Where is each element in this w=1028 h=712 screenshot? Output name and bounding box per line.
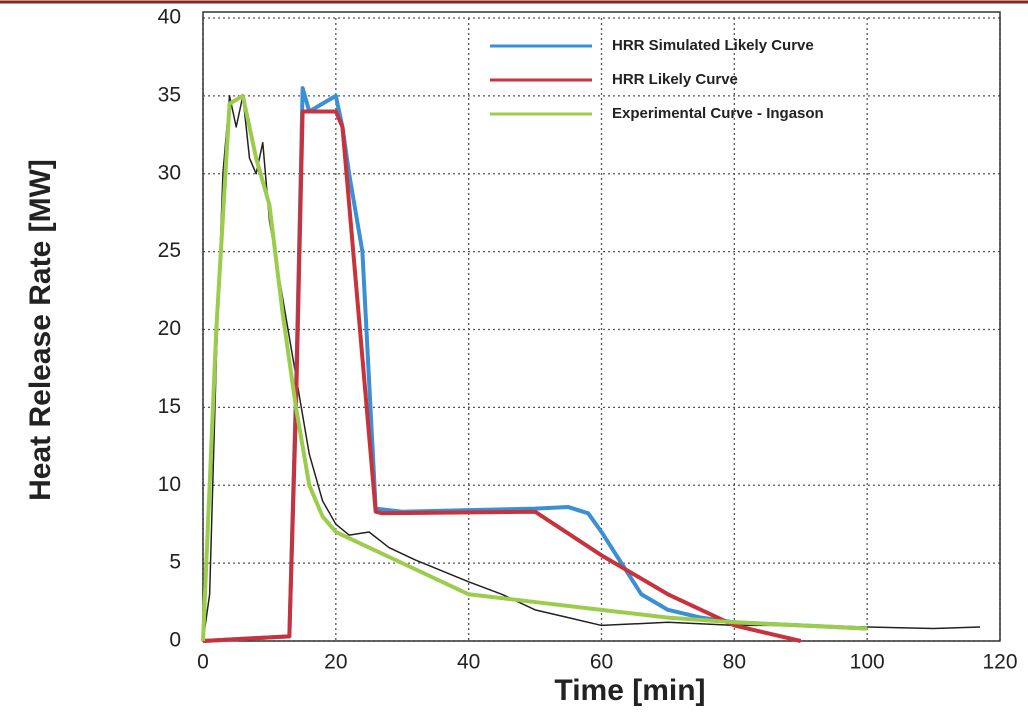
plot-frame xyxy=(202,11,1001,642)
legend-label: HRR Simulated Likely Curve xyxy=(612,37,814,54)
x-tick-label: 40 xyxy=(457,651,480,674)
y-tick-label: 10 xyxy=(158,473,181,496)
data-line xyxy=(201,93,868,642)
x-tick-label: 0 xyxy=(197,651,209,674)
x-axis-title: Time [min] xyxy=(554,674,705,707)
x-tick-label: 20 xyxy=(324,651,347,674)
y-tick-label: 30 xyxy=(158,161,181,184)
data-line xyxy=(202,95,981,642)
y-tick-label: 40 xyxy=(158,6,181,29)
y-tick-label: 35 xyxy=(158,83,181,106)
x-tick-label: 80 xyxy=(723,651,746,674)
x-tick-label: 100 xyxy=(850,651,885,674)
y-tick-label: 15 xyxy=(158,395,181,418)
y-tick-label: 20 xyxy=(158,317,181,340)
y-tick-label: 5 xyxy=(169,551,181,574)
legend-label: Experimental Curve - Ingason xyxy=(612,105,824,122)
y-axis-title: Heat Release Rate [MW] xyxy=(24,159,57,501)
legend-label: HRR Likely Curve xyxy=(612,71,738,88)
y-tick-label: 0 xyxy=(169,629,181,652)
y-tick-label: 25 xyxy=(158,239,181,262)
x-tick-label: 60 xyxy=(590,651,613,674)
x-tick-label: 120 xyxy=(982,651,1017,674)
